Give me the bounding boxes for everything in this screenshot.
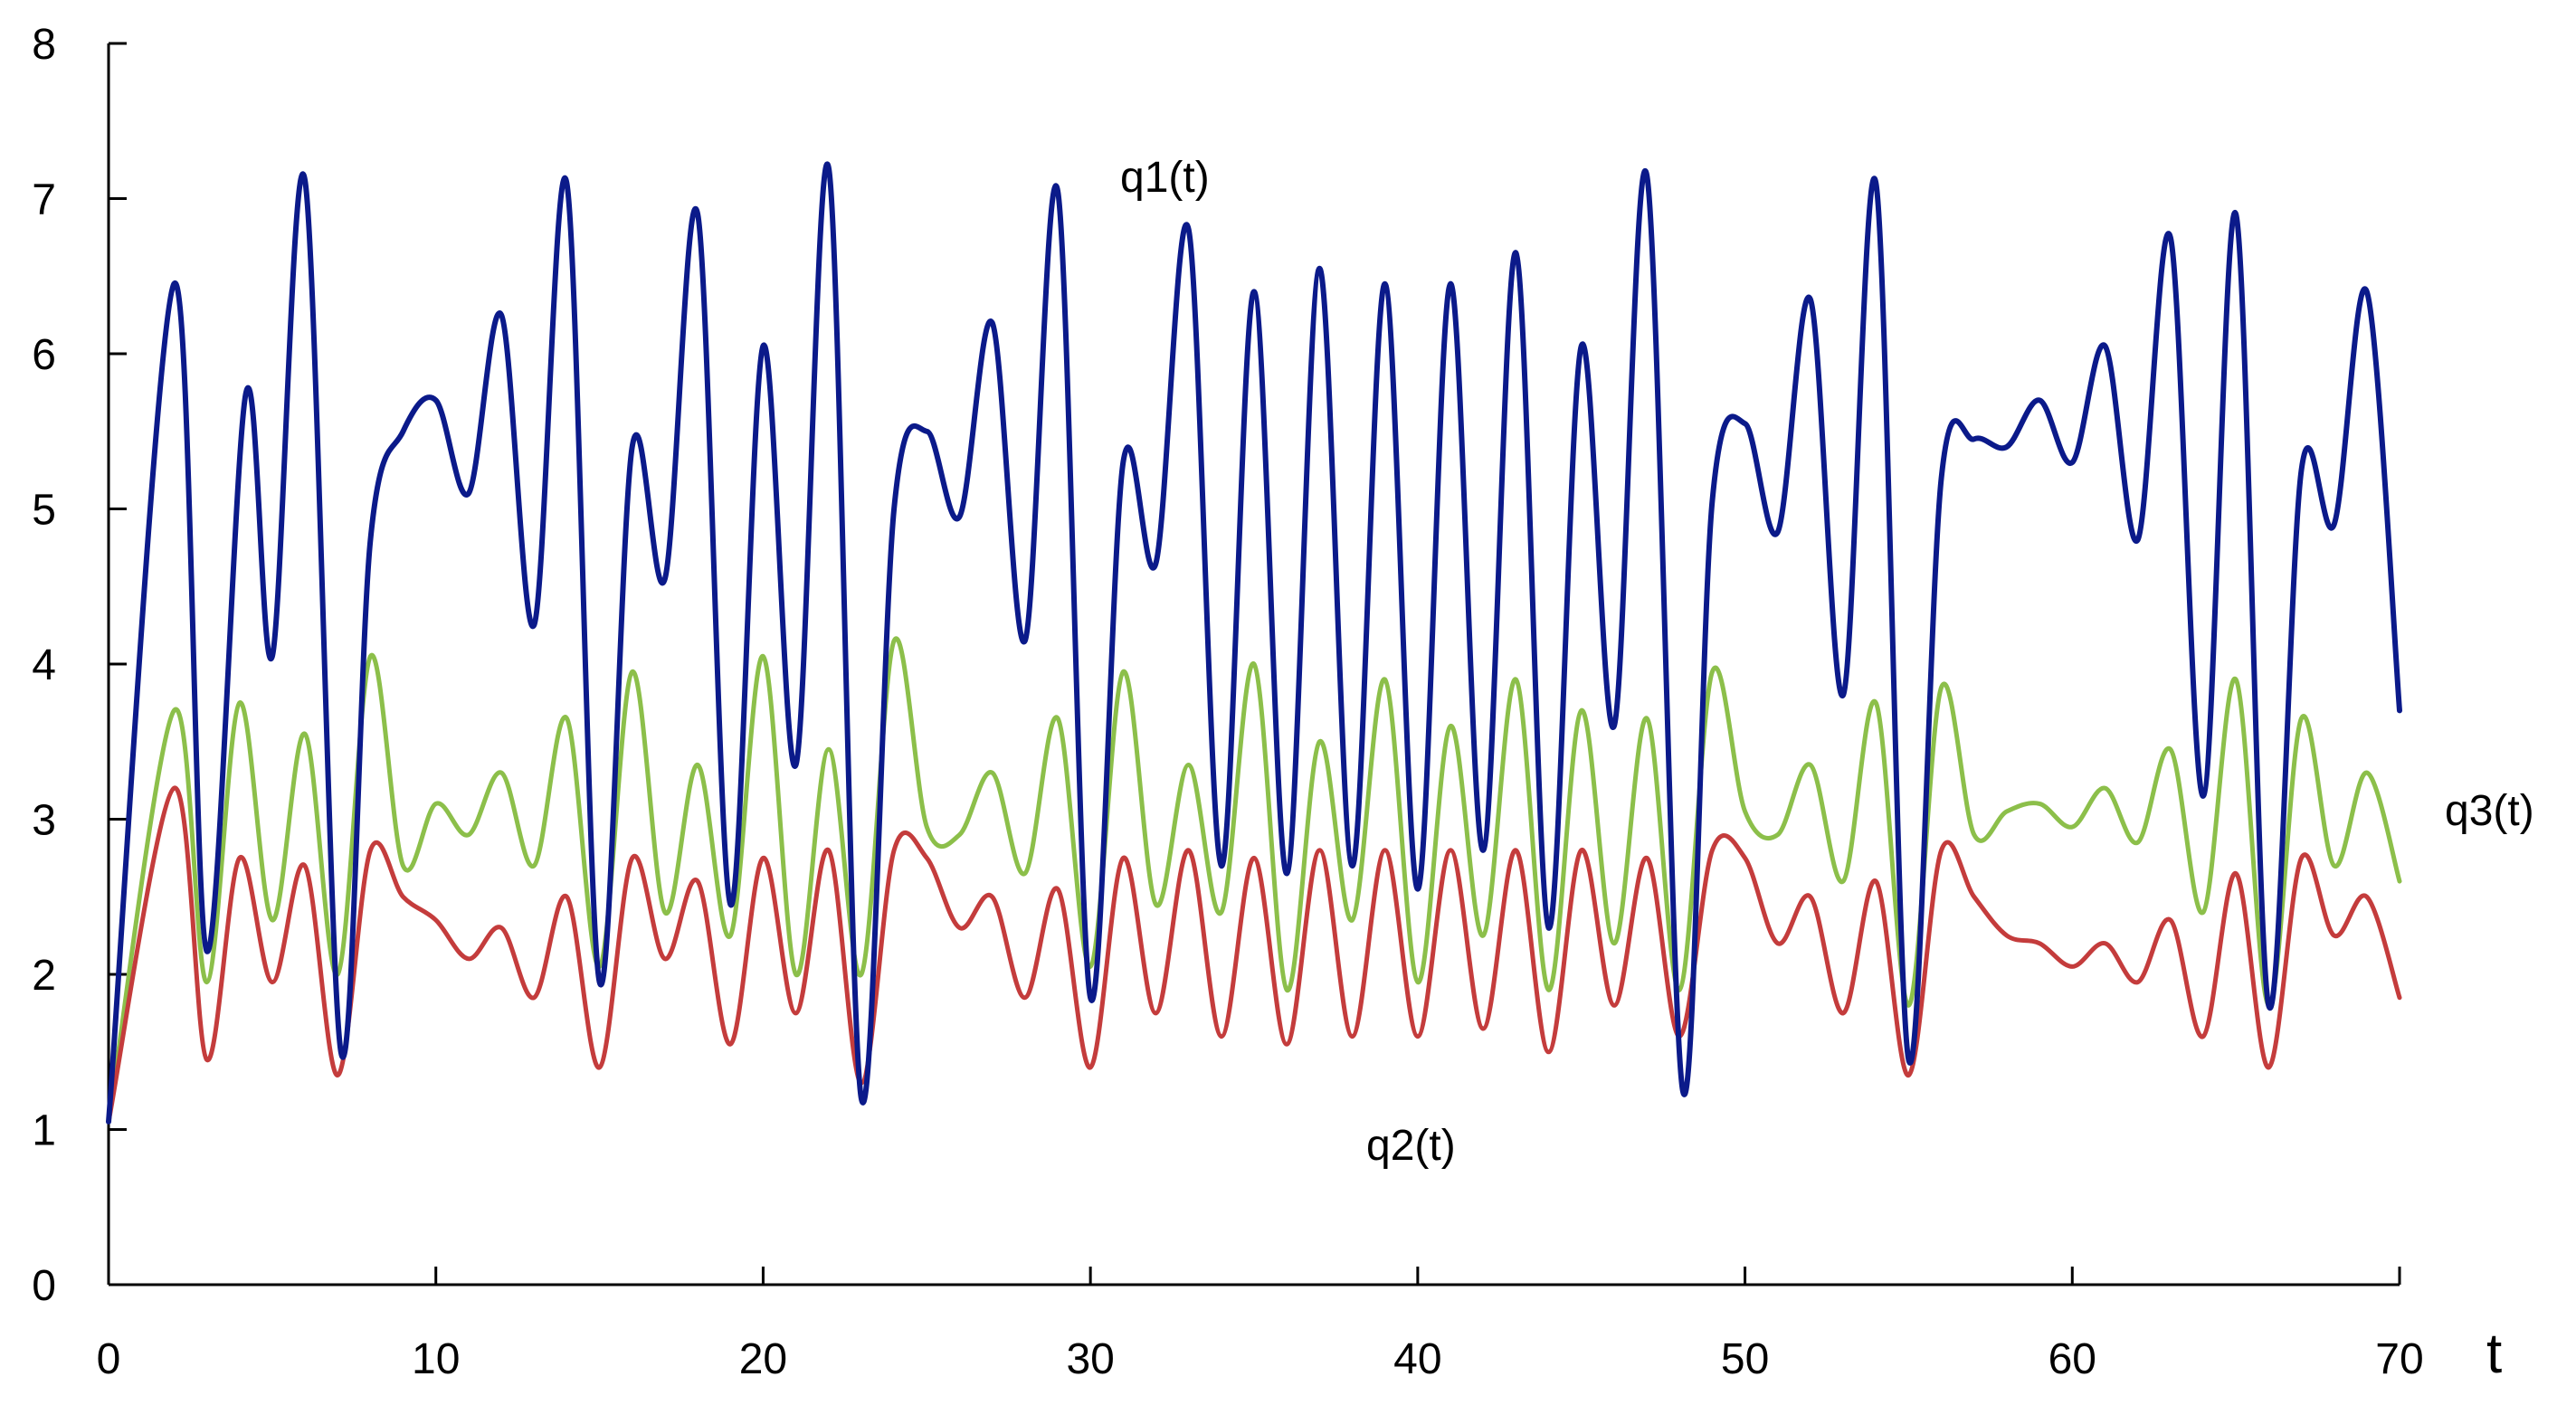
series-label-q3: q3(t) (2445, 787, 2534, 835)
series-line-q3t (106, 636, 2402, 1125)
series-line-q2t (106, 785, 2402, 1125)
y-tick-label: 0 (32, 1262, 56, 1310)
y-tick-label: 8 (32, 21, 56, 69)
y-tick-label: 2 (32, 952, 56, 1000)
y-tick-label: 3 (32, 797, 56, 845)
x-tick-label: 40 (1393, 1335, 1441, 1383)
y-tick-label: 1 (32, 1107, 56, 1155)
axes: 0 1 2 3 4 5 6 7 8 0 10 20 30 40 50 60 70 (32, 21, 2423, 1383)
x-tick-label: 60 (2048, 1335, 2096, 1383)
x-tick-label: 0 (97, 1335, 121, 1383)
x-tick-label: 70 (2375, 1335, 2423, 1383)
x-tick-label: 50 (1721, 1335, 1769, 1383)
y-tick-label: 5 (32, 487, 56, 535)
x-tick-label: 30 (1066, 1335, 1114, 1383)
series-layer (106, 161, 2402, 1125)
x-tick-label: 10 (412, 1335, 460, 1383)
x-axis-title: t (2486, 1323, 2502, 1385)
x-tick-label: 20 (739, 1335, 787, 1383)
series-line-q1t (106, 161, 2402, 1125)
labels-layer: q1(t) q2(t) q3(t) t (1120, 154, 2534, 1385)
series-label-q1: q1(t) (1120, 154, 1210, 202)
y-tick-label: 7 (32, 176, 56, 224)
y-tick-label: 4 (32, 641, 56, 689)
y-tick-label: 6 (32, 331, 56, 379)
series-label-q2: q2(t) (1366, 1122, 1456, 1170)
